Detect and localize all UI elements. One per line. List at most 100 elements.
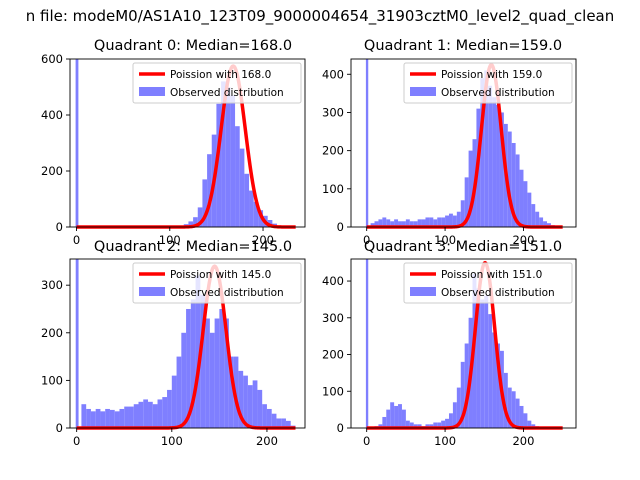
histogram-bar [138, 401, 144, 428]
histogram-bar [152, 404, 158, 428]
histogram-bar [100, 411, 106, 428]
axes-frame [350, 58, 577, 228]
histogram-bar [546, 223, 551, 227]
histogram-bar [109, 409, 115, 428]
histogram-bar [464, 343, 469, 428]
histogram-bar [523, 413, 528, 428]
histogram-bar [425, 217, 430, 227]
histogram-bar [401, 221, 406, 227]
histogram-bar [195, 275, 201, 428]
legend-observed-label: Observed distribution [441, 287, 555, 299]
histogram-bar [81, 404, 87, 428]
legend-observed-label: Observed distribution [170, 87, 284, 99]
histogram-bar [157, 399, 163, 428]
y-tick-label: 300 [41, 278, 63, 292]
legend-observed-swatch [410, 87, 436, 96]
histogram-bar [133, 404, 139, 428]
histogram-bar [186, 308, 191, 428]
legend: Poission with 151.0 Observed distributio… [403, 262, 573, 304]
subplot-title: Quadrant 0: Median=168.0 [94, 38, 292, 54]
histogram-bar [519, 169, 524, 227]
y-tick-label: 100 [322, 182, 344, 196]
histogram-bar [429, 217, 434, 227]
histogram-bar [128, 406, 134, 428]
y-tick-label: 100 [322, 384, 344, 398]
histogram-bar-zero [75, 259, 79, 428]
histogram-bar [193, 217, 198, 227]
histogram-bar-zero [365, 59, 369, 227]
histogram-bar [515, 398, 520, 428]
histogram-bar [247, 385, 253, 428]
histogram-bar [190, 299, 196, 428]
histogram-bar [507, 131, 512, 227]
histogram-bar [523, 181, 528, 227]
histogram-bar-zero [365, 259, 369, 428]
figure-suptitle: n file: modeM0/AS1A10_123T09_9000004654_… [26, 7, 615, 26]
y-tick-label: 100 [41, 373, 63, 387]
histogram-bar [445, 215, 449, 227]
histogram-bar [228, 356, 234, 428]
legend-box [132, 62, 302, 104]
legend: Poission with 159.0 Observed distributio… [403, 62, 573, 104]
histogram-bar [468, 150, 473, 227]
histogram-bar [216, 103, 222, 227]
legend-box [403, 62, 573, 104]
histogram-bar [382, 416, 387, 428]
histogram-bar [539, 217, 544, 227]
plot-area: 0 100 200 0 100 200 300 400 [322, 58, 577, 247]
y-tick-label: 0 [56, 421, 63, 435]
legend-poisson-label: Poission with 159.0 [441, 69, 542, 81]
histogram-bar [499, 112, 504, 227]
histogram-bar [252, 380, 258, 428]
histogram-bar [531, 424, 536, 428]
y-tick-label: 400 [322, 67, 344, 81]
legend-observed-label: Observed distribution [170, 287, 284, 299]
histogram-bar [253, 201, 259, 227]
histogram-bar [480, 299, 485, 428]
plot-area: 0 100 200 0 200 400 600 [41, 52, 306, 247]
histogram-bar [143, 399, 149, 428]
axes-frame [350, 258, 577, 429]
histogram-bar [437, 217, 442, 227]
histogram-bar [221, 81, 226, 228]
subplot-quadrant-3: Quadrant 3: Median=151.0 0 100 200 0 100 200 3… [322, 239, 577, 448]
histogram-bar [167, 389, 172, 428]
histogram-bar [370, 223, 375, 227]
plot-area: 0 100 200 0 100 200 300 400 [322, 258, 577, 448]
x-tick-label: 200 [256, 434, 278, 448]
histogram-bar [90, 411, 96, 428]
histogram-bar [276, 418, 282, 428]
histogram-bar [285, 420, 291, 428]
x-tick-label: 100 [159, 233, 181, 247]
histogram-bar [429, 424, 434, 428]
histogram-bar [95, 408, 101, 428]
histogram-bar [266, 408, 272, 428]
y-tick-label: 300 [322, 105, 344, 119]
histogram-bar [398, 404, 402, 428]
histogram-bar [390, 402, 395, 428]
histogram-bar [527, 420, 532, 428]
legend-observed-swatch [139, 287, 165, 296]
legend-observed-swatch [139, 87, 165, 96]
x-tick-label: 0 [363, 434, 370, 448]
histogram-bar [162, 397, 168, 428]
x-tick-label: 0 [73, 434, 80, 448]
histogram-bar [511, 143, 516, 227]
histogram-bar [230, 95, 236, 228]
histogram-bar [527, 192, 532, 227]
y-tick-label: 0 [337, 421, 344, 435]
x-tick-label: 200 [512, 434, 534, 448]
y-tick-label: 300 [322, 311, 344, 325]
histogram-bar [421, 219, 426, 227]
subplot-title: Quadrant 1: Median=159.0 [364, 38, 562, 54]
legend-poisson-label: Poission with 168.0 [170, 69, 271, 81]
histogram-bar [496, 104, 500, 227]
histogram-bar [200, 294, 206, 428]
histogram-bar [105, 408, 110, 428]
histogram-bar [119, 408, 125, 428]
histogram-bar [214, 318, 220, 428]
histogram-bar [386, 219, 391, 227]
histogram-bar [202, 179, 208, 227]
histogram-bar [244, 173, 250, 227]
